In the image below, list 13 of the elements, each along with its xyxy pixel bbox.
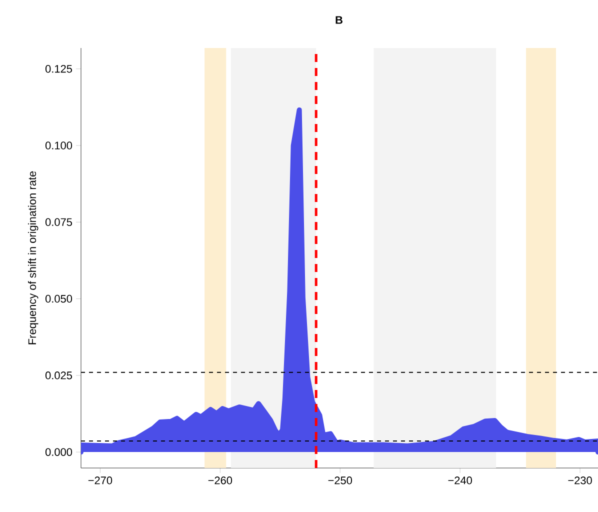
y-tick-label: 0.050 <box>45 294 72 303</box>
x-tick-label: −230 <box>568 476 592 484</box>
x-tick-label: −250 <box>328 476 352 484</box>
y-tick-label: 0.000 <box>45 448 72 456</box>
y-tick-label: 0.075 <box>45 218 72 226</box>
x-tick-label: −270 <box>88 476 112 484</box>
x-tick-label: −240 <box>448 476 472 484</box>
y-axis-title: Frequency of shift in origination rate <box>28 171 38 344</box>
x-tick-label: −260 <box>208 476 232 484</box>
chart-title: B <box>336 16 342 24</box>
y-tick-label: 0.100 <box>45 142 72 150</box>
y-tick-label: 0.125 <box>45 64 72 73</box>
y-tick-label: 0.025 <box>45 372 72 380</box>
